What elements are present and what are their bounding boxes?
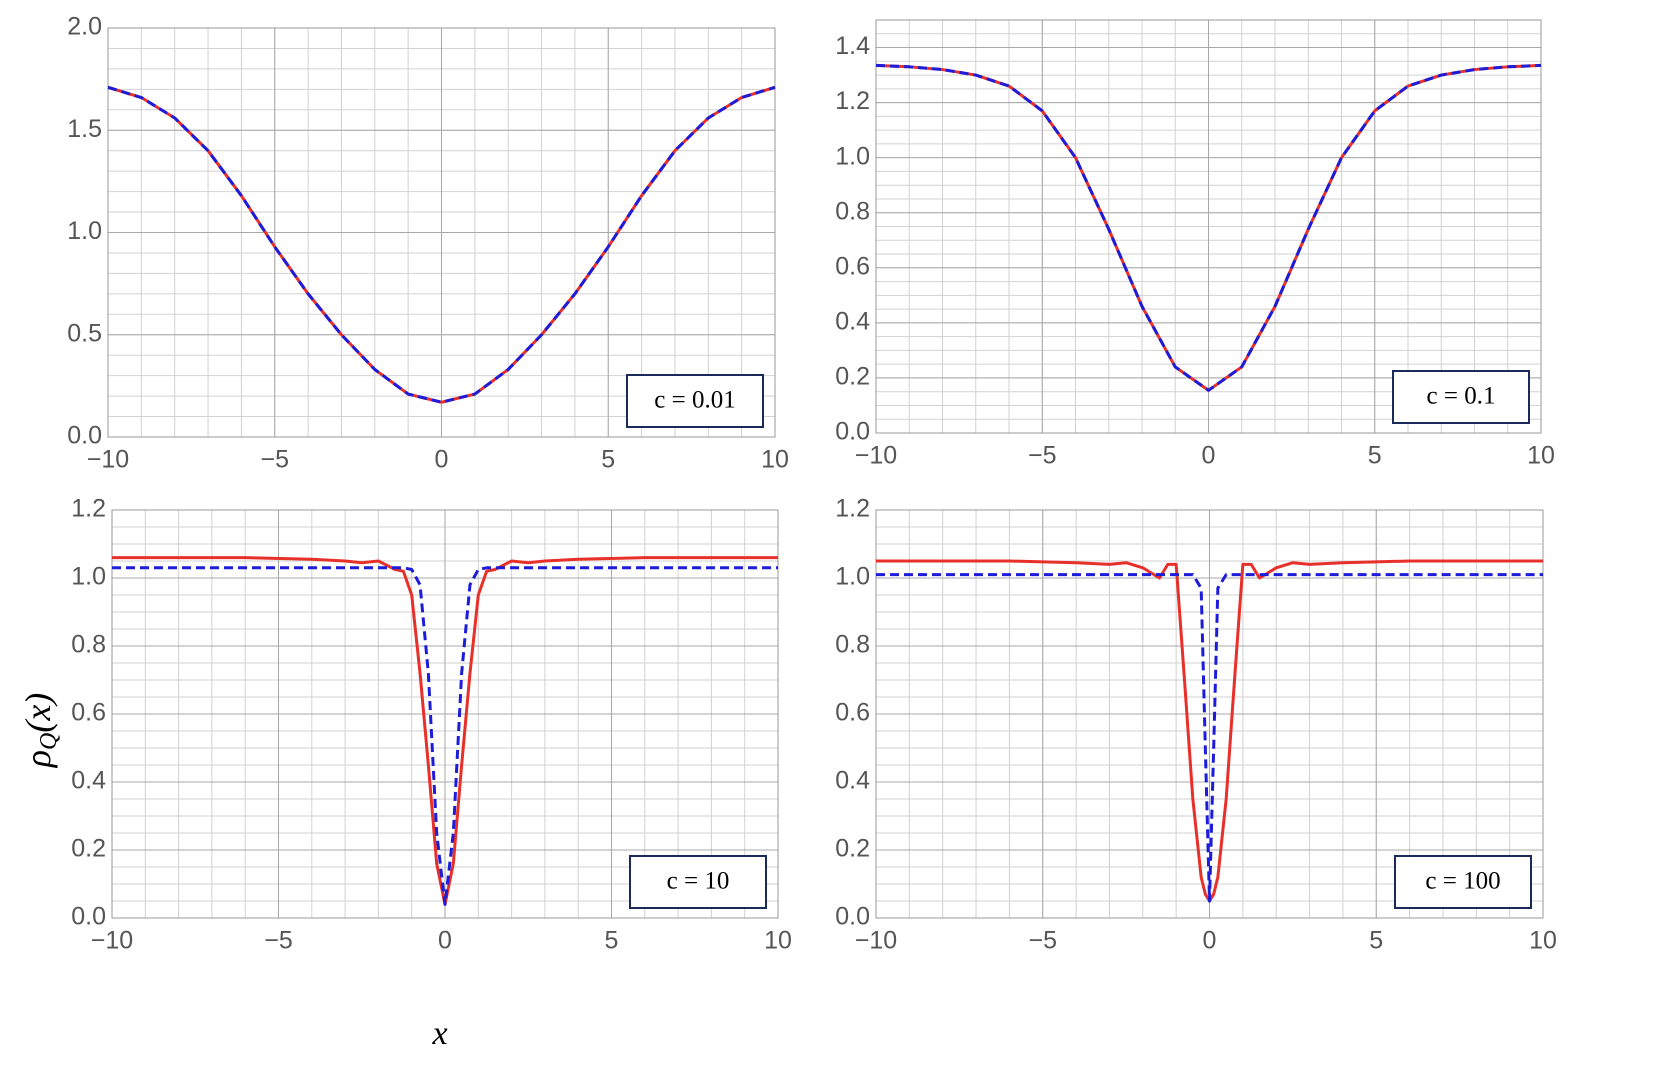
- x-tick-label: 5: [601, 446, 615, 474]
- y-tick-label: 2.0: [67, 13, 102, 41]
- y-tick-label: 0.0: [835, 418, 870, 446]
- y-tick-label: 1.5: [67, 115, 102, 143]
- data-line: [875, 63, 1542, 392]
- x-tick-label: −10: [855, 927, 897, 955]
- x-tick-label: 0: [438, 927, 452, 955]
- y-tick-label: 0.8: [71, 631, 106, 659]
- x-tick-label: 5: [1368, 442, 1382, 470]
- plot-frame: [875, 509, 1544, 919]
- y-tick-label: 1.2: [835, 87, 870, 115]
- x-tick-label: 0: [435, 446, 449, 474]
- x-tick-label: −10: [91, 927, 133, 955]
- panel: −10 −5 0 5 10 0.0 0.5 1.0 1.5 2.0 c = 0.01: [67, 13, 789, 474]
- annotation: c = 0.1: [1427, 383, 1496, 410]
- plot-frame: [875, 19, 1542, 434]
- x-tick-label: 0: [1202, 442, 1216, 470]
- x-tick-label: −10: [855, 442, 897, 470]
- x-tick-label: −5: [1028, 927, 1057, 955]
- data-line: [107, 85, 776, 404]
- y-tick-label: 0.4: [71, 767, 106, 795]
- y-tick-label: 0.8: [835, 631, 870, 659]
- annotation-box: [629, 855, 767, 909]
- annotation-box: [1394, 855, 1532, 909]
- y-tick-label: 0.0: [835, 903, 870, 931]
- y-tick-label: 0.2: [71, 835, 106, 863]
- x-axis-label: x: [431, 1015, 447, 1052]
- x-tick-label: 5: [1369, 927, 1383, 955]
- y-tick-label: 1.0: [835, 563, 870, 591]
- panel: −10 −5 0 5 10 0.0 0.2 0.4 0.6 0.8 1.0 1.2 1.4 c = 0.1: [835, 19, 1555, 470]
- y-tick-label: 0.6: [835, 252, 870, 280]
- y-tick-label: 0.6: [835, 699, 870, 727]
- x-tick-label: −5: [1028, 442, 1057, 470]
- annotation-box: [626, 374, 764, 428]
- y-tick-label: 0.2: [835, 835, 870, 863]
- x-tick-label: −5: [260, 446, 289, 474]
- x-tick-label: 0: [1203, 927, 1217, 955]
- x-tick-label: 10: [1529, 927, 1557, 955]
- plot-frame: [107, 27, 776, 438]
- panel: −10 −5 0 5 10 0.0 0.2 0.4 0.6 0.8 1.0 1.2 c = 100: [835, 495, 1557, 955]
- y-tick-label: 0.4: [835, 307, 870, 335]
- annotation: c = 0.01: [654, 387, 735, 414]
- x-tick-label: 10: [761, 446, 789, 474]
- y-tick-label: 0.0: [71, 903, 106, 931]
- data-line: [112, 566, 778, 906]
- data-line: [876, 573, 1543, 903]
- annotation-box: [1392, 370, 1530, 424]
- plot-frame: [111, 509, 779, 919]
- y-tick-label: 0.8: [835, 197, 870, 225]
- x-tick-label: 5: [605, 927, 619, 955]
- y-tick-label: 1.0: [67, 217, 102, 245]
- panel: −10 −5 0 5 10 0.0 0.2 0.4 0.6 0.8 1.0 1.2 c = 10: [71, 495, 792, 955]
- x-tick-label: 10: [1527, 442, 1555, 470]
- y-tick-label: 1.4: [835, 32, 870, 60]
- x-tick-label: −5: [264, 927, 293, 955]
- y-tick-label: 1.2: [835, 495, 870, 523]
- annotation: c = 100: [1425, 868, 1500, 895]
- annotation: c = 10: [667, 868, 730, 895]
- x-tick-label: 10: [764, 927, 792, 955]
- x-tick-label: −10: [87, 446, 129, 474]
- y-tick-label: 1.0: [71, 563, 106, 591]
- y-tick-label: 0.2: [835, 363, 870, 391]
- y-tick-label: 0.5: [67, 319, 102, 347]
- y-tick-label: 0.0: [67, 422, 102, 450]
- y-tick-label: 1.0: [835, 142, 870, 170]
- y-tick-label: 0.6: [71, 699, 106, 727]
- y-axis-label: ρQ(x): [18, 693, 61, 769]
- y-tick-label: 1.2: [71, 495, 106, 523]
- y-tick-label: 0.4: [835, 767, 870, 795]
